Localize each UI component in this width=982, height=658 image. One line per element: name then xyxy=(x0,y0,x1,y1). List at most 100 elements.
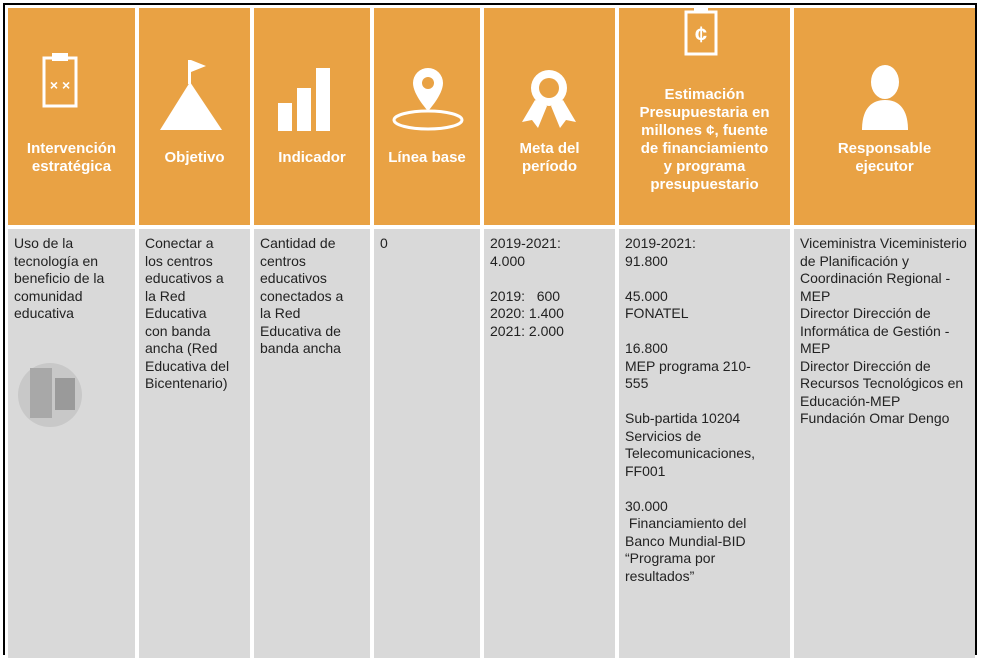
header-line: Responsable xyxy=(837,140,932,157)
clipboard-icon: × × xyxy=(42,53,78,108)
text-line: Viceministra Viceministerio xyxy=(800,235,967,251)
cell-text: 2019-2021: 91.800 45.000 FONATEL 16.800 MEP p… xyxy=(625,235,786,603)
text-line: la Red xyxy=(145,287,186,304)
body-cell: Conectar a los centros educativos a la Red E… xyxy=(139,229,250,658)
text-line: MEP programa 210- xyxy=(625,357,751,374)
header-text: Intervención estratégica xyxy=(8,140,135,176)
body-cell: 0 xyxy=(374,229,480,658)
cell-text: Conectar a los centros educativos a la Red E… xyxy=(145,235,246,410)
text-line: educativa xyxy=(14,305,74,321)
budget-icon-text: ¢ xyxy=(695,22,707,47)
text-line: Director Dirección de xyxy=(800,305,931,321)
paragraph: 16.800 MEP programa 210- 555 xyxy=(625,340,786,393)
paragraph: 30.000 Financiamiento del Banco Mundial-B… xyxy=(625,498,786,586)
text-line: beneficio de la xyxy=(14,270,105,286)
header-text: Indicador xyxy=(254,149,370,167)
header-line: y programa xyxy=(663,158,746,175)
text-line: MEP xyxy=(800,340,831,356)
text-line: Telecomunicaciones, xyxy=(625,445,755,461)
text-line: FONATEL xyxy=(625,305,689,321)
cell-text: Cantidad de centros educativos conectados a… xyxy=(260,235,366,375)
text-line: banda ancha xyxy=(260,340,341,356)
paragraph: 45.000 FONATEL xyxy=(625,288,786,323)
text-line: Sub-partida 10204 xyxy=(625,410,741,426)
svg-text:× ×: × × xyxy=(50,77,70,93)
text-line: 2021: 2.000 xyxy=(490,322,564,339)
mountain-icon xyxy=(160,60,222,130)
header-line: Objetivo xyxy=(164,149,225,166)
budget-icon: ¢ xyxy=(684,5,718,56)
body-cell: 2019-2021: 4.000 2019: 600 2020: 1.400 2021:… xyxy=(484,229,615,658)
text-line: Fundación Omar Dengo xyxy=(800,410,950,426)
cell-text: Uso de la tecnología en beneficio de la com… xyxy=(14,235,131,340)
header-line: Línea base xyxy=(388,149,466,166)
header-line: de financiamiento xyxy=(640,140,769,157)
paragraph: Uso de la tecnología en beneficio de la com… xyxy=(14,235,131,323)
text-line: Educación-MEP xyxy=(800,392,901,409)
text-line: tecnología en xyxy=(14,252,99,269)
header-cell: Indicador xyxy=(254,8,370,225)
text-line: la Red xyxy=(260,305,301,321)
text-line: 2019-2021: xyxy=(490,235,561,251)
paragraph: 2019: 600 2020: 1.400 2021: 2.000 xyxy=(490,288,611,341)
paragraph: Viceministra Viceministerio de Planificac… xyxy=(800,235,971,428)
text-line: MEP xyxy=(800,287,831,304)
text-line: centros xyxy=(260,252,306,269)
paragraph: 2019-2021: 4.000 xyxy=(490,235,611,270)
paragraph: Cantidad de centros educativos conectados a… xyxy=(260,235,366,358)
person-icon xyxy=(862,65,908,130)
body-cell: Cantidad de centros educativos conectados a… xyxy=(254,229,370,658)
text-line: “Programa por xyxy=(625,550,716,566)
text-line: 2020: 1.400 xyxy=(490,305,564,321)
text-line: 2019-2021: xyxy=(625,235,696,251)
header-text: Estimación Presupuestaria en millones ¢, f… xyxy=(619,86,790,194)
text-line: Conectar a xyxy=(145,235,214,251)
text-line: 45.000 xyxy=(625,287,668,304)
text-line: 4.000 xyxy=(490,252,526,269)
header-cell: Intervención estratégica xyxy=(8,8,135,225)
header-text: Meta del período xyxy=(484,140,615,176)
cell-text: Viceministra Viceministerio de Planificac… xyxy=(800,235,971,445)
bars-icon xyxy=(278,68,330,131)
text-line: comunidad xyxy=(14,287,83,304)
header-line: presupuestario xyxy=(650,176,759,193)
header-text: Línea base xyxy=(374,149,480,167)
header-line: Presupuestaria en xyxy=(639,104,770,121)
header-cell: Estimación Presupuestaria en millones ¢, f… xyxy=(619,8,790,225)
table-frame xyxy=(3,3,977,655)
text-line: 30.000 xyxy=(625,497,668,514)
paragraph: 2019-2021: 91.800 xyxy=(625,235,786,270)
header-text: Objetivo xyxy=(139,149,250,167)
text-line: educativos a xyxy=(145,270,224,286)
text-line: Servicios de xyxy=(625,427,702,444)
body-cell: 2019-2021: 91.800 45.000 FONATEL 16.800 MEP p… xyxy=(619,229,790,658)
text-line: resultados” xyxy=(625,567,695,584)
text-line: de Planificación y xyxy=(800,252,909,269)
text-line: Recursos Tecnológicos en xyxy=(800,375,964,391)
text-line: 2019: 600 xyxy=(490,287,561,304)
text-line: 0 xyxy=(380,235,388,251)
text-line: FF001 xyxy=(625,462,666,479)
text-line: 91.800 xyxy=(625,252,668,269)
paragraph: Conectar a los centros educativos a la Red E… xyxy=(145,235,246,393)
text-line: Bicentenario) xyxy=(145,375,228,391)
cell-text: 2019-2021: 4.000 2019: 600 2020: 1.400 2021:… xyxy=(490,235,611,358)
text-line: con banda xyxy=(145,322,211,339)
header-line: Meta del xyxy=(519,140,580,157)
text-line: ancha (Red xyxy=(145,340,218,356)
header-text: Responsable ejecutor xyxy=(794,140,975,176)
text-line: los centros xyxy=(145,252,213,269)
text-line: educativos xyxy=(260,270,327,286)
text-line: Informática de Gestión - xyxy=(800,322,950,339)
header-cell: Meta del período xyxy=(484,8,615,225)
paragraph: Sub-partida 10204 Servicios de Telecomunic… xyxy=(625,410,786,480)
header-cell: Línea base xyxy=(374,8,480,225)
text-line: Financiamiento del xyxy=(625,515,747,531)
body-cell: Viceministra Viceministerio de Planificac… xyxy=(794,229,975,658)
text-line: 555 xyxy=(625,375,649,391)
text-line: Coordinación Regional - xyxy=(800,270,951,286)
text-line: Cantidad de xyxy=(260,235,336,251)
building-illustration xyxy=(18,363,82,427)
